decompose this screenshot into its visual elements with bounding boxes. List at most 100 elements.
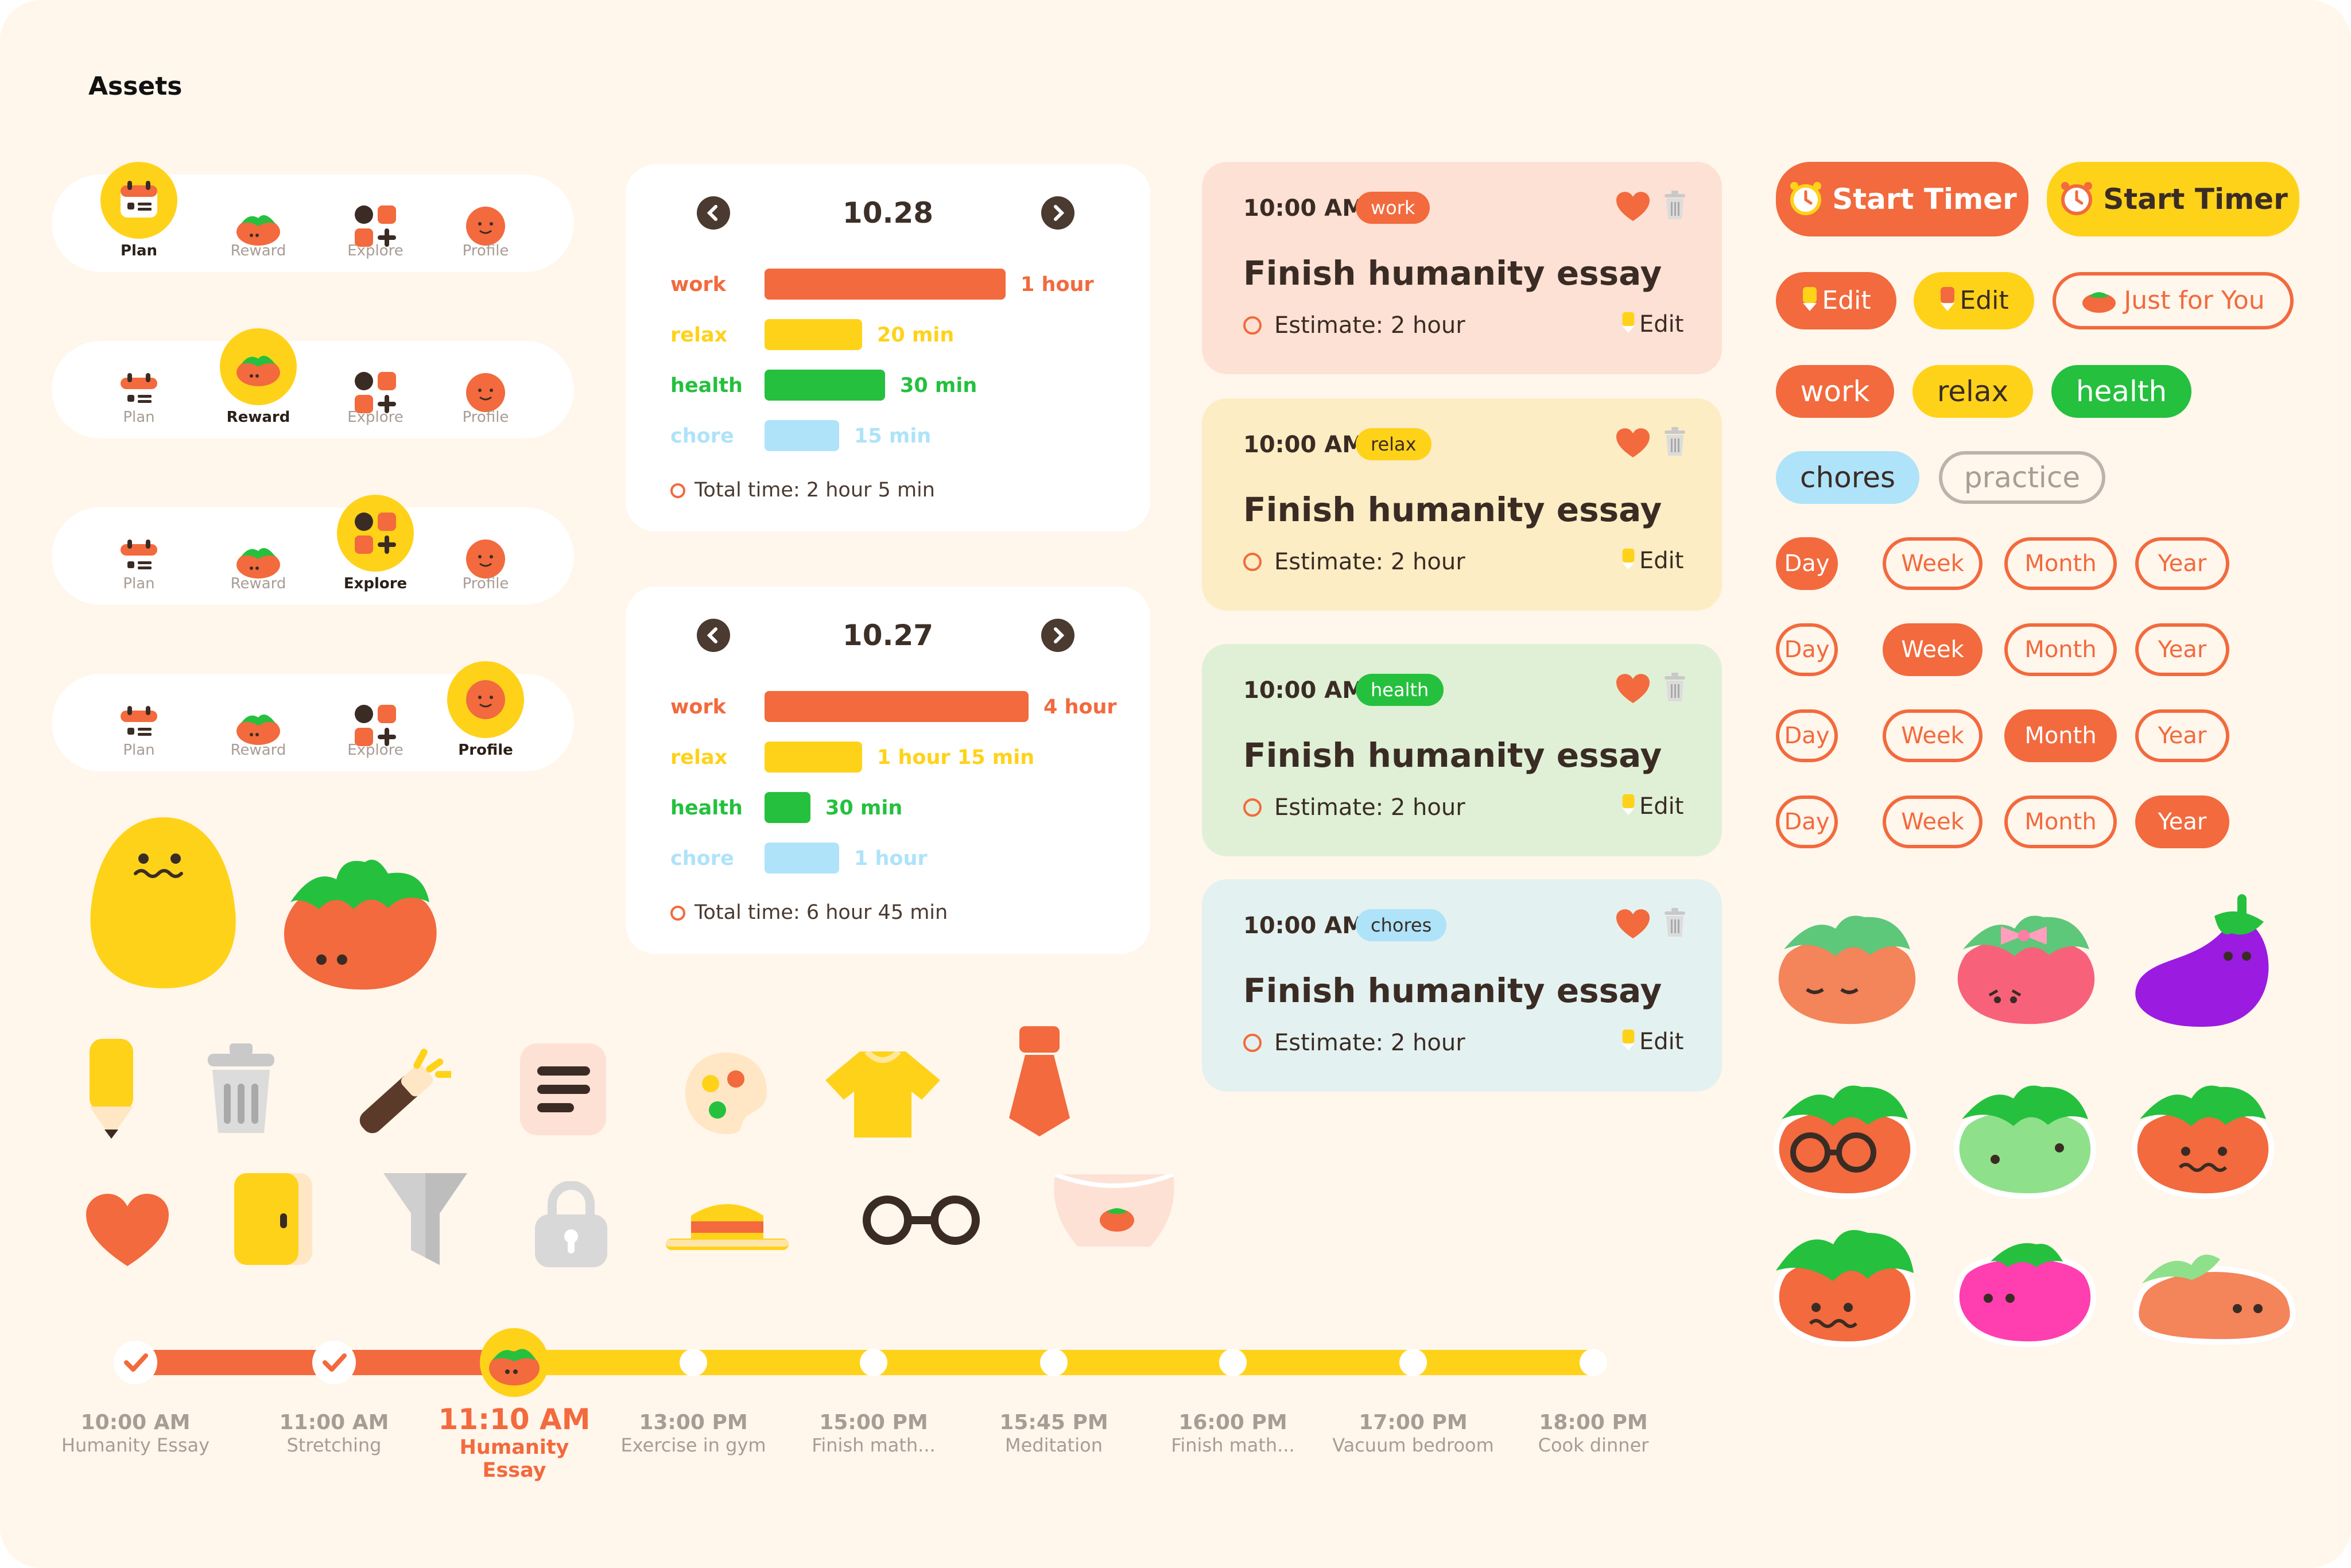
trash-icon[interactable] — [1665, 908, 1685, 937]
task-edit-button[interactable]: Edit — [1621, 1028, 1683, 1055]
nav-item-profile[interactable]: Profile — [434, 661, 537, 771]
task-edit-button[interactable]: Edit — [1621, 548, 1683, 574]
edit-button-alt[interactable]: Edit — [1914, 272, 2034, 329]
tag-label: work — [1800, 375, 1870, 408]
door-icon — [234, 1173, 312, 1265]
timeline-time: 17:00 PM — [1359, 1411, 1468, 1434]
clock-icon — [1243, 1034, 1262, 1052]
nav-item-plan[interactable]: Plan — [87, 507, 191, 605]
nav-item-explore[interactable]: Explore — [324, 174, 427, 272]
trash-icon[interactable] — [1665, 427, 1685, 456]
total-time: Total time: 6 hour 45 min — [670, 901, 948, 924]
period-option-week[interactable]: Week — [1883, 709, 1983, 762]
period-option-day[interactable]: Day — [1776, 795, 1838, 848]
period-option-year[interactable]: Year — [2135, 537, 2229, 590]
nav-item-profile[interactable]: Profile — [434, 341, 537, 438]
tag-practice[interactable]: practice — [1939, 451, 2105, 504]
trash-icon[interactable] — [1665, 191, 1685, 219]
heart-icon[interactable] — [1616, 192, 1650, 222]
summary-row-relax: relax 1 hour 15 min — [670, 742, 1118, 773]
period-option-week[interactable]: Week — [1883, 537, 1983, 590]
start-timer-button[interactable]: Start Timer — [1776, 162, 2028, 236]
summary-date: 10.27 — [842, 619, 934, 652]
task-card[interactable]: 10:00 AM relax Finish humanity essay Estima… — [1202, 398, 1722, 611]
nav-item-reward[interactable]: Reward — [207, 174, 310, 272]
nav-item-plan[interactable]: Plan — [87, 162, 191, 272]
checkpoint-upcoming[interactable] — [680, 1349, 707, 1376]
task-edit-button[interactable]: Edit — [1621, 793, 1683, 820]
period-label: Week — [1901, 723, 1964, 749]
nav-item-reward[interactable]: Reward — [207, 328, 310, 438]
checkpoint-upcoming[interactable] — [1399, 1349, 1427, 1376]
duration-label: 4 hour — [1043, 696, 1117, 719]
reward-icon — [235, 203, 281, 249]
period-option-week[interactable]: Week — [1883, 623, 1983, 676]
edit-button[interactable]: Edit — [1776, 272, 1896, 329]
nav-item-reward[interactable]: Reward — [207, 507, 310, 605]
tag-work[interactable]: work — [1776, 365, 1894, 418]
flat-tomato — [2133, 1255, 2296, 1345]
nav-item-reward[interactable]: Reward — [207, 674, 310, 771]
period-option-month[interactable]: Month — [2004, 537, 2117, 590]
task-card[interactable]: 10:00 AM work Finish humanity essay Estimat… — [1202, 162, 1722, 374]
nav-item-explore[interactable]: Explore — [324, 495, 427, 605]
period-option-year[interactable]: Year — [2135, 709, 2229, 762]
nav-item-plan[interactable]: Plan — [87, 341, 191, 438]
timeline-time: 18:00 PM — [1539, 1411, 1648, 1434]
period-option-year[interactable]: Year — [2135, 623, 2229, 676]
period-option-day[interactable]: Day — [1776, 623, 1838, 676]
task-card[interactable]: 10:00 AM chores Finish humanity essay Estim… — [1202, 879, 1722, 1092]
next-day-button[interactable] — [1041, 196, 1074, 230]
plan-icon — [116, 703, 162, 748]
start-timer-button-alt[interactable]: Start Timer — [2047, 162, 2299, 236]
prev-day-button[interactable] — [697, 619, 730, 652]
nav-item-profile[interactable]: Profile — [434, 174, 537, 272]
period-option-month[interactable]: Month — [2004, 709, 2117, 762]
period-option-week[interactable]: Week — [1883, 795, 1983, 848]
timeline-time: 16:00 PM — [1178, 1411, 1287, 1434]
checkpoint-upcoming[interactable] — [1580, 1349, 1607, 1376]
tag-relax[interactable]: relax — [1912, 365, 2033, 418]
heart-icon[interactable] — [1616, 428, 1650, 458]
pencil-icon — [1622, 312, 1635, 333]
duration-label: 1 hour 15 min — [877, 746, 1035, 769]
period-option-month[interactable]: Month — [2004, 795, 2117, 848]
tag-health[interactable]: health — [2051, 365, 2191, 418]
trash-icon[interactable] — [1665, 673, 1685, 701]
checkpoint-done[interactable] — [312, 1341, 356, 1384]
tag-chores[interactable]: chores — [1776, 451, 1919, 504]
checkpoint-upcoming[interactable] — [1219, 1349, 1247, 1376]
period-option-month[interactable]: Month — [2004, 623, 2117, 676]
category-label: chore — [670, 847, 734, 870]
just-for-you-button[interactable]: Just for You — [2053, 272, 2294, 329]
period-option-year[interactable]: Year — [2135, 795, 2229, 848]
period-option-day[interactable]: Day — [1776, 537, 1838, 590]
timeline-time: 11:00 AM — [279, 1411, 389, 1434]
plan-icon — [116, 536, 162, 582]
category-label: chore — [670, 425, 734, 448]
task-time: 10:00 AM — [1243, 195, 1365, 222]
next-day-button[interactable] — [1041, 619, 1074, 652]
heart-icon[interactable] — [1616, 909, 1650, 939]
nav-item-profile[interactable]: Profile — [434, 507, 537, 605]
nav-item-explore[interactable]: Explore — [324, 341, 427, 438]
prev-day-button[interactable] — [697, 196, 730, 230]
category-label: work — [670, 696, 726, 719]
nav-item-plan[interactable]: Plan — [87, 674, 191, 771]
checkpoint-upcoming[interactable] — [860, 1349, 887, 1376]
nav-label: Plan — [123, 575, 155, 592]
just-for-you-label: Just for You — [2124, 286, 2265, 315]
heart-icon — [86, 1194, 169, 1266]
task-edit-button[interactable]: Edit — [1621, 311, 1683, 337]
estimate-label: Estimate: 2 hour — [1274, 312, 1465, 339]
nav-item-explore[interactable]: Explore — [324, 674, 427, 771]
nav-label: Plan — [120, 242, 158, 259]
period-option-day[interactable]: Day — [1776, 709, 1838, 762]
nav-label: Profile — [462, 575, 509, 592]
task-card[interactable]: 10:00 AM health Finish humanity essay Estim… — [1202, 644, 1722, 856]
checkpoint-current[interactable] — [480, 1328, 549, 1397]
heart-icon[interactable] — [1616, 674, 1650, 704]
checkpoint-done[interactable] — [114, 1341, 157, 1384]
checkpoint-upcoming[interactable] — [1040, 1349, 1068, 1376]
